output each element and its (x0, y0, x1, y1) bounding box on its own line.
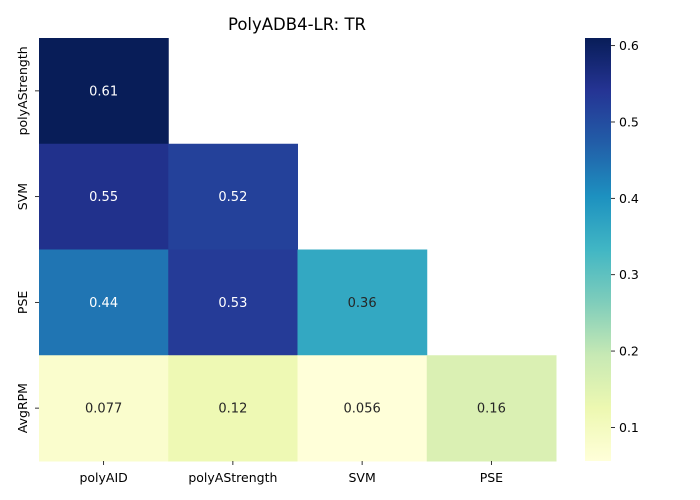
colorbar-tick-label: 0.5 (619, 114, 639, 129)
cell-value-label: 0.52 (218, 190, 247, 205)
heatmap-cell (297, 355, 428, 462)
heatmap-cell (39, 38, 169, 145)
heatmap-cell (39, 143, 169, 250)
y-tick-label: AvgRPM (15, 383, 30, 433)
x-tick-label: polyAID (79, 470, 127, 485)
cell-value-label: 0.53 (218, 296, 247, 311)
y-tick-label: polyAStrength (15, 46, 30, 135)
x-tick-label: SVM (348, 470, 375, 485)
heatmap-cell (168, 249, 298, 356)
colorbar-ticks: 0.1 0.2 0.3 0.4 0.5 0.6 (611, 38, 639, 435)
cell-value-label: 0.16 (477, 402, 506, 417)
colorbar-tick-label: 0.4 (619, 191, 639, 206)
colorbar (585, 38, 611, 461)
heatmap-cells: 0.61 0.55 0.52 0.44 0.53 0.36 0.077 0.12 0.056 0.… (39, 38, 557, 462)
cell-value-label: 0.44 (89, 296, 118, 311)
heatmap-cell (168, 355, 298, 462)
chart-title: PolyADB4-LR: TR (228, 15, 366, 34)
heatmap-cell (168, 143, 298, 250)
cell-value-label: 0.077 (85, 402, 122, 417)
cell-value-label: 0.61 (89, 84, 118, 99)
x-tick-label: polyAStrength (188, 470, 277, 485)
cell-value-label: 0.056 (344, 402, 381, 417)
cell-value-label: 0.36 (348, 296, 377, 311)
heatmap-cell (39, 355, 169, 462)
colorbar-tick-label: 0.3 (619, 267, 639, 282)
colorbar-tick-label: 0.6 (619, 38, 639, 53)
heatmap-cell (426, 355, 557, 462)
heatmap-cell (39, 249, 169, 356)
x-axis: polyAID polyAStrength SVM PSE (79, 461, 503, 485)
y-axis: polyAStrength SVM PSE AvgRPM (15, 46, 39, 433)
cell-value-label: 0.12 (218, 402, 247, 417)
y-tick-label: SVM (15, 183, 30, 210)
heatmap-cell (297, 249, 428, 356)
y-tick-label: PSE (15, 291, 30, 314)
x-tick-label: PSE (480, 470, 503, 485)
cell-value-label: 0.55 (89, 190, 118, 205)
colorbar-tick-label: 0.2 (619, 344, 639, 359)
colorbar-tick-label: 0.1 (619, 420, 639, 435)
